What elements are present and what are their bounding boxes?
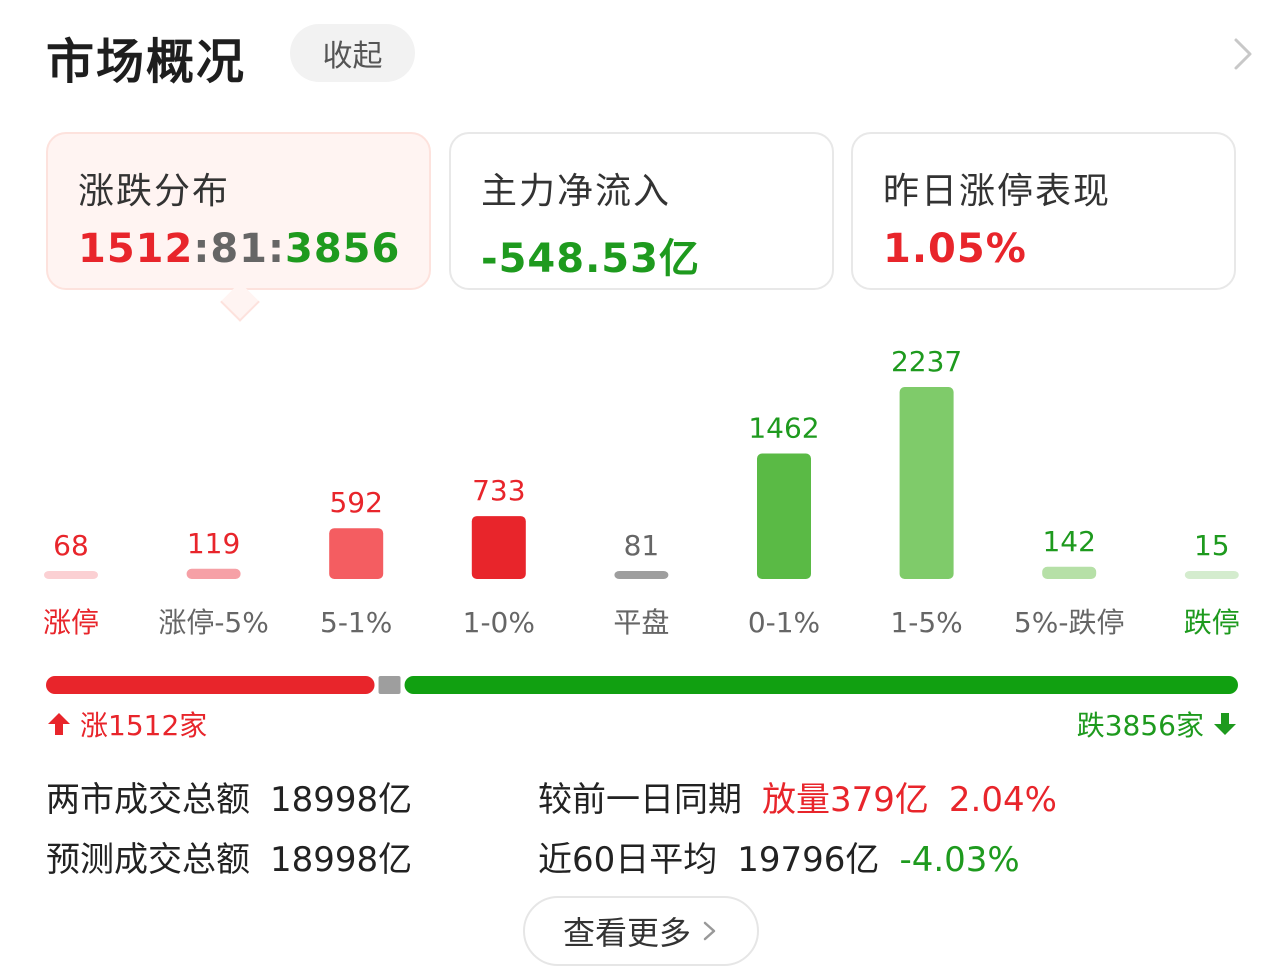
card-title: 主力净流入 [481, 171, 672, 212]
card-rise-fall-distribution[interactable]: 涨跌分布 1512:81:3856 [46, 132, 431, 290]
stat-label: 两市成交总额 [46, 780, 250, 820]
view-more-button[interactable]: 查看更多 [523, 896, 759, 966]
bar-value-label: 592 [329, 486, 382, 519]
bar-value-label: 142 [1042, 525, 1095, 558]
rise-fall-bar-chart: 68 涨停 119 涨停-5% 592 5-1% 733 1-0% 81 平盘 1462 0-1% 22… [43, 345, 1240, 639]
card-title: 昨日涨停表现 [883, 171, 1112, 212]
sixty-day-average: 近60日平均 19796亿 -4.03% [538, 832, 1020, 881]
bar-value-label: 15 [1194, 529, 1230, 562]
net-inflow-value: -548.53亿 [481, 236, 700, 282]
rise-summary: 涨1512家 [46, 704, 207, 744]
ratio-separator: : [268, 226, 285, 272]
turnover-compare: 较前一日同期 放量379亿 2.04% [538, 772, 1057, 821]
bar-7 [1042, 566, 1097, 579]
fall-count: 3856 [285, 226, 401, 272]
stat-label: 近60日平均 [538, 840, 718, 880]
rise-fall-ratio-bar [46, 676, 1238, 694]
bar-6 [899, 387, 954, 579]
ratio-separator: : [193, 226, 211, 272]
bar-2 [329, 528, 384, 579]
stat-label: 预测成交总额 [46, 840, 250, 880]
ratio-flat-segment [378, 676, 401, 694]
bar-category-label: 1-5% [890, 606, 962, 639]
ratio-fall-segment [404, 676, 1238, 694]
page-title: 市场概况 [46, 34, 247, 90]
arrow-down-icon [1214, 713, 1236, 735]
rise-fall-ratio: 1512:81:3856 [78, 226, 400, 272]
limit-up-performance-value: 1.05% [883, 226, 1027, 272]
view-more-label: 查看更多 [562, 914, 691, 952]
arrow-up-icon [48, 713, 70, 735]
predicted-turnover: 预测成交总额 18998亿 [46, 832, 412, 881]
flat-count: 81 [210, 226, 268, 272]
total-turnover: 两市成交总额 18998亿 [46, 772, 412, 821]
bar-category-label: 涨停-5% [158, 606, 269, 639]
bar-category-label: 5-1% [320, 606, 392, 639]
bar-value-label: 733 [472, 474, 525, 507]
chevron-right-icon [703, 921, 716, 941]
bar-value-label: 1462 [748, 412, 819, 445]
stat-value: 19796亿 [737, 840, 880, 880]
stat-label: 较前一日同期 [538, 780, 742, 820]
card-yesterday-limit-up[interactable]: 昨日涨停表现 1.05% [851, 132, 1236, 290]
stat-value: 放量379亿 [762, 780, 929, 820]
bar-category-label: 0-1% [748, 606, 820, 639]
bar-category-label: 平盘 [613, 606, 669, 639]
bar-category-label: 跌停 [1184, 606, 1240, 639]
bar-0 [44, 571, 98, 579]
bar-value-label: 81 [624, 529, 660, 562]
bar-value-label: 2237 [891, 345, 962, 378]
bar-4 [614, 571, 669, 579]
bar-category-label: 5%-跌停 [1014, 606, 1125, 639]
bar-category-label: 1-0% [463, 606, 535, 639]
bar-value-label: 119 [187, 527, 240, 560]
chevron-right-icon[interactable] [1222, 34, 1262, 74]
stat-percent: 2.04% [948, 780, 1057, 820]
rise-count: 1512 [78, 226, 194, 272]
bar-value-label: 68 [53, 529, 89, 562]
stat-value: 18998亿 [270, 780, 413, 820]
fall-summary-label: 跌3856家 [1076, 709, 1204, 742]
fall-summary: 跌3856家 [1077, 704, 1238, 744]
bar-8 [1184, 571, 1239, 579]
bar-5 [757, 453, 811, 579]
card-title: 涨跌分布 [78, 171, 231, 212]
collapse-button[interactable]: 收起 [290, 24, 415, 82]
stat-percent: -4.03% [899, 840, 1020, 880]
bar-category-label: 涨停 [43, 606, 99, 639]
rise-summary-label: 涨1512家 [80, 709, 208, 742]
card-main-net-inflow[interactable]: 主力净流入 -548.53亿 [449, 132, 834, 290]
bar-3 [471, 516, 526, 579]
ratio-rise-segment [46, 676, 375, 694]
stat-value: 18998亿 [270, 840, 413, 880]
bar-1 [186, 568, 241, 579]
